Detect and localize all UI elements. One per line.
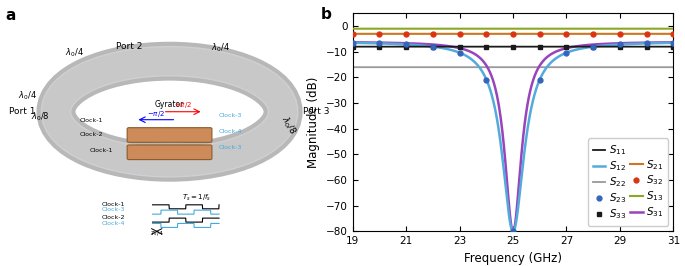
Text: Clock-1: Clock-1 xyxy=(102,202,125,207)
Text: $+\pi/2$: $+\pi/2$ xyxy=(174,100,192,110)
Text: Port 2: Port 2 xyxy=(116,42,142,51)
Text: $\lambda_0/8$: $\lambda_0/8$ xyxy=(32,111,50,123)
Text: Clock-2: Clock-2 xyxy=(79,132,103,137)
Text: $\lambda_0/4$: $\lambda_0/4$ xyxy=(65,47,84,59)
Text: Clock-3: Clock-3 xyxy=(219,113,242,118)
X-axis label: Frequency (GHz): Frequency (GHz) xyxy=(464,252,562,265)
FancyBboxPatch shape xyxy=(127,145,212,160)
Text: Port 1: Port 1 xyxy=(9,107,36,116)
FancyBboxPatch shape xyxy=(127,128,212,142)
Text: Clock-3: Clock-3 xyxy=(219,145,242,150)
Text: Gyrator: Gyrator xyxy=(155,100,184,109)
Text: Clock-3: Clock-3 xyxy=(102,207,125,213)
Text: b: b xyxy=(321,7,332,22)
Text: $\lambda_0/4$: $\lambda_0/4$ xyxy=(211,41,230,54)
Text: Port 3: Port 3 xyxy=(303,107,330,116)
Text: Clock-4: Clock-4 xyxy=(102,221,125,226)
Text: $\lambda_0/8$: $\lambda_0/8$ xyxy=(278,113,299,136)
Text: Clock-1: Clock-1 xyxy=(80,118,103,123)
Text: Clock-4: Clock-4 xyxy=(219,129,242,134)
Text: Clock-2: Clock-2 xyxy=(102,215,125,221)
Y-axis label: Magnitude (dB): Magnitude (dB) xyxy=(308,77,321,168)
Text: $T_s/4$: $T_s/4$ xyxy=(150,229,164,238)
Legend: $S_{11}$, $S_{12}$, $S_{22}$, $S_{23}$, $S_{33}$, , $S_{21}$, $S_{32}$, $S_{13}$: $S_{11}$, $S_{12}$, $S_{22}$, $S_{23}$, … xyxy=(588,139,668,226)
Text: a: a xyxy=(5,8,16,23)
Text: Clock-1: Clock-1 xyxy=(90,148,114,153)
Text: $T_s = 1/f_s$: $T_s = 1/f_s$ xyxy=(182,193,212,203)
Text: $-\pi/2$: $-\pi/2$ xyxy=(147,109,165,119)
Text: $\lambda_0/4$: $\lambda_0/4$ xyxy=(18,89,36,102)
